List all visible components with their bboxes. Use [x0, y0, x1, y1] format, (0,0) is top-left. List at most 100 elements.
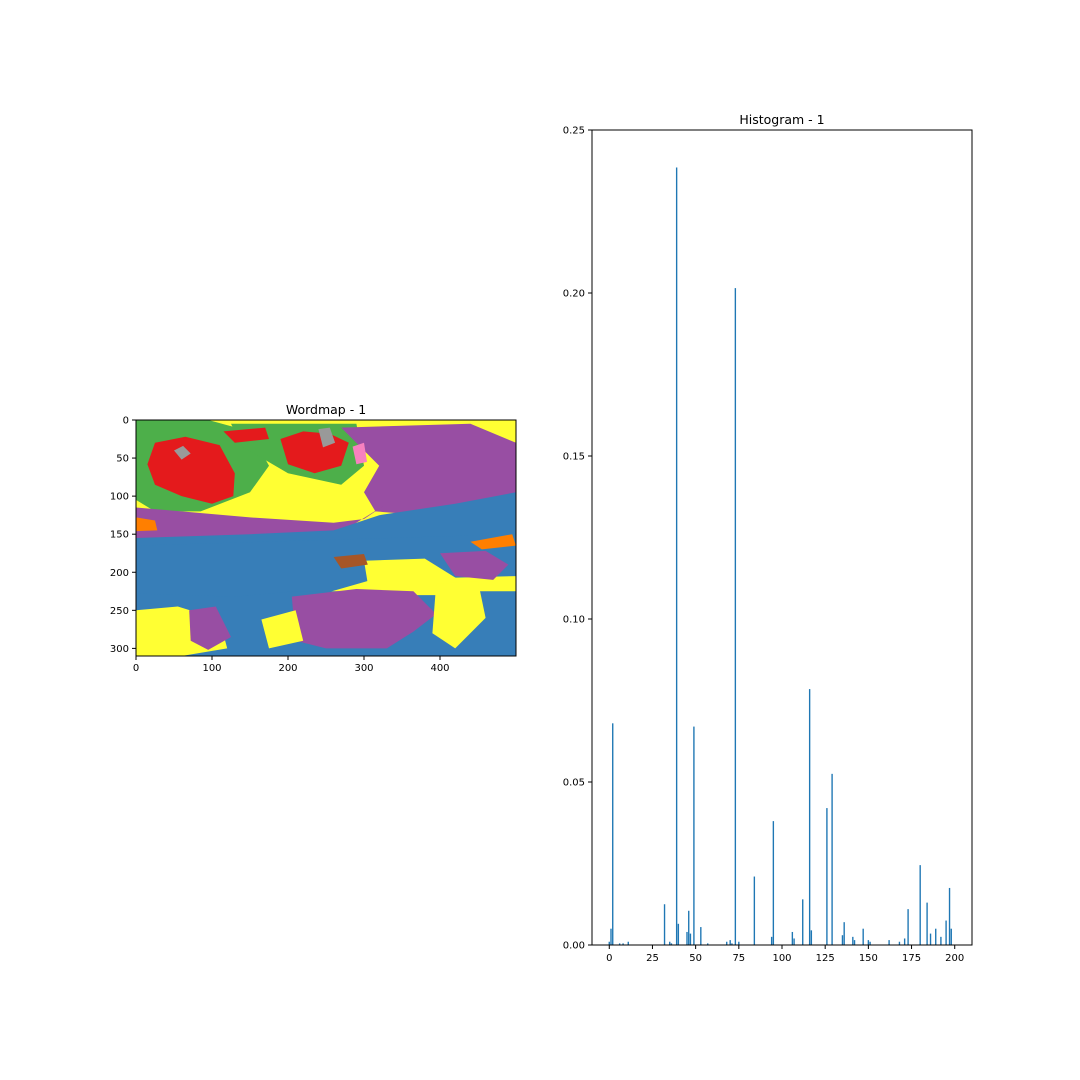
histogram-bar — [843, 922, 845, 945]
histogram-bar — [898, 941, 901, 945]
histogram-bar — [810, 930, 813, 945]
histogram-bar — [770, 936, 773, 945]
histogram-bar — [612, 723, 614, 945]
histogram-bar — [888, 940, 890, 945]
histogram-bars — [608, 167, 952, 946]
histogram-x-tick-label: 125 — [816, 953, 835, 964]
histogram-bar — [753, 876, 756, 945]
wordmap-region-pink — [352, 442, 367, 465]
histogram-bar — [688, 910, 690, 945]
histogram-panel: Histogram - 1 0 25 50 75 100 125 150 175 200 0.0… — [563, 112, 973, 964]
wordmap-region-purple — [440, 550, 509, 580]
wordmap-x-axis: 0 100 200 300 400 — [133, 656, 450, 674]
histogram-bar — [869, 941, 871, 945]
histogram-bar — [618, 943, 621, 945]
wordmap-y-tick-label: 50 — [116, 454, 129, 465]
histogram-x-tick-label: 75 — [732, 953, 745, 964]
histogram-axes-frame — [591, 129, 973, 946]
histogram-bar — [675, 167, 678, 946]
wordmap-y-tick-label: 250 — [110, 606, 129, 617]
wordmap-region-gray — [318, 427, 336, 448]
wordmap-panel: Wordmap - 1 0 100 200 300 400 0 50 100 150 200 25… — [110, 402, 517, 674]
histogram-bar — [791, 931, 794, 945]
histogram-bar — [853, 940, 856, 945]
wordmap-y-tick-label: 0 — [123, 416, 129, 427]
wordmap-region-yellow — [432, 581, 486, 649]
histogram-y-tick-label: 0.00 — [563, 941, 585, 952]
wordmap-x-tick-label: 300 — [354, 663, 373, 674]
wordmap-region-gray — [174, 445, 191, 460]
wordmap-y-tick-label: 150 — [110, 530, 129, 541]
wordmap-y-tick-label: 100 — [110, 492, 129, 503]
histogram-bar — [693, 726, 695, 945]
histogram-y-tick-label: 0.15 — [563, 452, 585, 463]
histogram-y-tick-label: 0.20 — [563, 289, 585, 300]
histogram-bar — [841, 935, 844, 945]
histogram-bar — [907, 909, 909, 945]
histogram-bar — [808, 689, 811, 945]
histogram-bar — [862, 928, 864, 945]
wordmap-region-purple — [291, 589, 437, 649]
wordmap-title: Wordmap - 1 — [286, 402, 366, 417]
wordmap-region-brown — [333, 554, 368, 569]
wordmap-axes-frame — [135, 419, 517, 657]
wordmap-region-orange — [136, 517, 158, 532]
histogram-x-tick-label: 0 — [606, 953, 612, 964]
wordmap-region-yellow — [364, 558, 459, 596]
histogram-y-tick-label: 0.05 — [563, 778, 585, 789]
histogram-bar — [929, 933, 932, 945]
histogram-bar — [689, 933, 692, 945]
wordmap-y-tick-label: 200 — [110, 568, 129, 579]
histogram-bar — [734, 288, 737, 945]
histogram-x-axis: 0 25 50 75 100 125 150 175 200 — [606, 945, 964, 964]
wordmap-region-orange — [470, 534, 516, 550]
wordmap-region-red — [223, 427, 269, 443]
histogram-y-tick-label: 0.25 — [563, 126, 585, 137]
histogram-bar — [731, 943, 733, 945]
histogram-bar — [610, 928, 612, 945]
wordmap-x-tick-label: 400 — [430, 663, 449, 674]
histogram-bar — [948, 887, 951, 945]
wordmap-y-tick-label: 300 — [110, 644, 129, 655]
histogram-x-tick-label: 100 — [772, 953, 791, 964]
histogram-bar — [663, 904, 666, 945]
wordmap-region-blue — [136, 534, 516, 599]
histogram-x-tick-label: 175 — [902, 953, 921, 964]
histogram-bar — [802, 899, 804, 945]
wordmap-image — [136, 420, 516, 656]
histogram-x-tick-label: 50 — [689, 953, 702, 964]
histogram-bar — [852, 936, 854, 945]
histogram-bar — [793, 938, 795, 945]
histogram-bar — [831, 773, 833, 945]
histogram-bar — [707, 943, 709, 945]
wordmap-region-purple — [341, 423, 516, 516]
histogram-bar — [686, 931, 688, 945]
histogram-bar — [772, 821, 775, 945]
histogram-bar — [669, 941, 671, 945]
wordmap-x-tick-label: 200 — [278, 663, 297, 674]
histogram-x-tick-label: 150 — [859, 953, 878, 964]
histogram-bar — [935, 928, 937, 945]
histogram-bar — [627, 941, 629, 945]
histogram-bar — [919, 865, 921, 945]
histogram-bar — [608, 941, 610, 945]
histogram-y-tick-label: 0.10 — [563, 615, 585, 626]
histogram-bar — [677, 923, 680, 945]
wordmap-y-axis: 0 50 100 150 200 250 300 — [110, 416, 136, 655]
histogram-bar — [729, 940, 731, 945]
wordmap-region-purple — [189, 606, 231, 650]
histogram-y-axis: 0.00 0.05 0.10 0.15 0.20 0.25 — [563, 126, 592, 952]
histogram-title: Histogram - 1 — [739, 112, 824, 127]
histogram-bar — [940, 936, 942, 945]
histogram-bar — [670, 943, 673, 945]
histogram-bar — [867, 940, 870, 945]
histogram-bar — [950, 928, 952, 945]
histogram-x-tick-label: 200 — [945, 953, 964, 964]
histogram-bar — [700, 927, 702, 945]
histogram-x-tick-label: 25 — [646, 953, 659, 964]
histogram-bar — [926, 902, 928, 945]
histogram-bar — [726, 941, 728, 945]
histogram-bar — [622, 943, 624, 945]
wordmap-x-tick-label: 0 — [133, 663, 139, 674]
